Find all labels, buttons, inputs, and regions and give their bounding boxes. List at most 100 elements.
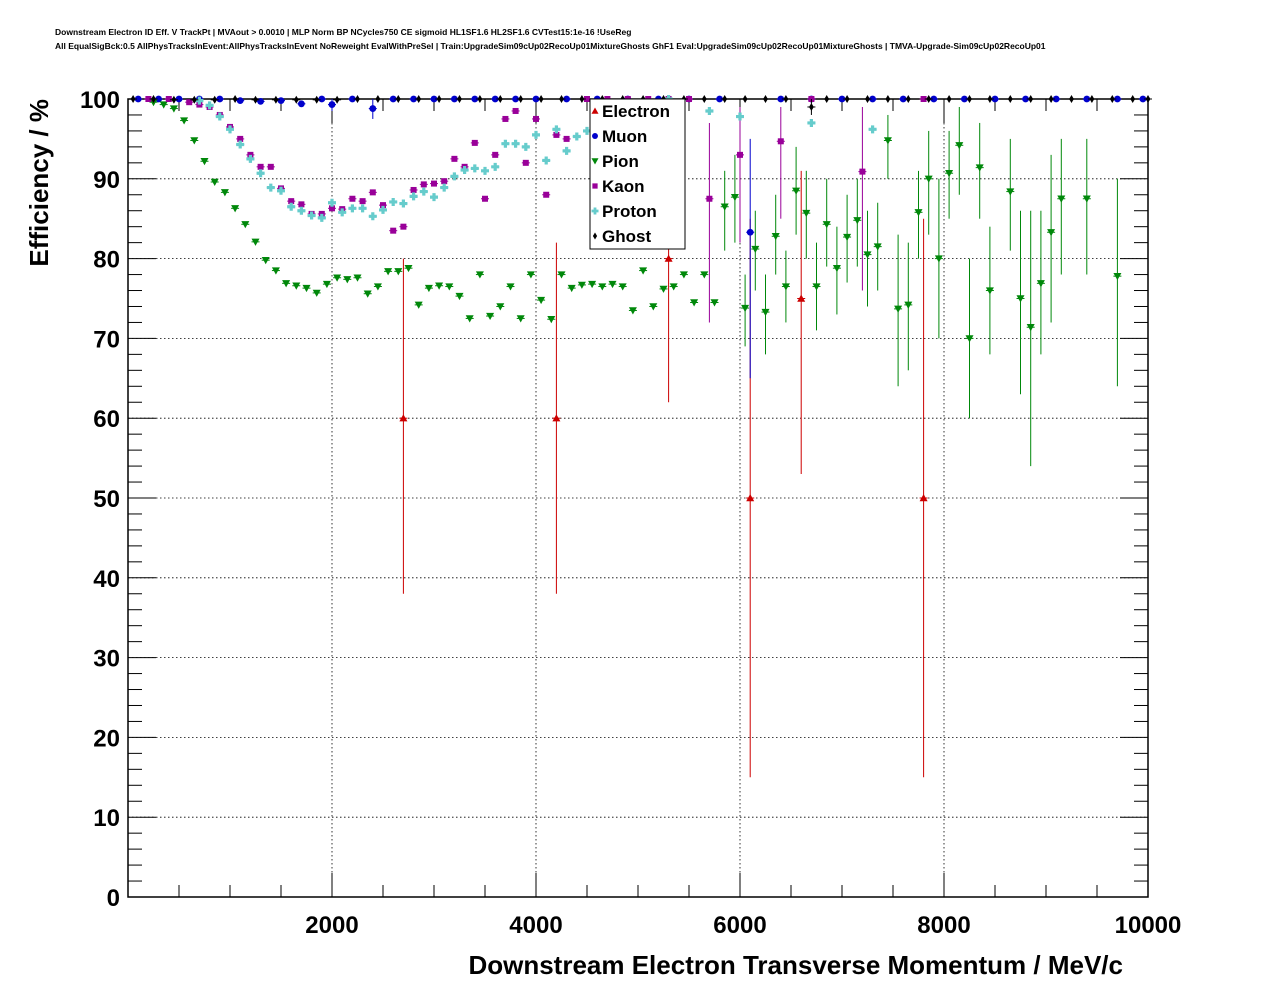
proton-point [491, 162, 500, 171]
kaon-point [777, 138, 784, 145]
pion-point [730, 193, 739, 202]
pion-point [292, 282, 301, 290]
kaon-point [492, 151, 499, 158]
chart-title-line-2: All EqualSigBck:0.5 AllPhysTracksInEvent… [55, 41, 1046, 51]
legend-label-proton: Proton [602, 202, 657, 221]
ghost-point [763, 95, 768, 103]
pion-point [934, 255, 943, 263]
ghost-point [809, 102, 814, 111]
pion-point [955, 142, 964, 150]
pion-point [904, 301, 913, 309]
pion-point [649, 303, 658, 311]
kaon-point [329, 205, 335, 212]
proton-point [470, 164, 479, 173]
legend-marker-pion [591, 158, 599, 165]
proton-point [419, 187, 428, 196]
proton-point [409, 192, 418, 201]
kaon-point [859, 168, 866, 175]
pion-point [200, 158, 209, 166]
pion-point [506, 283, 515, 291]
muon-point [930, 95, 938, 103]
kaon-point [349, 195, 356, 202]
proton-point [256, 169, 265, 178]
muon-point [410, 95, 417, 103]
pion-point [526, 271, 535, 279]
x-tick-label: 10000 [1115, 912, 1182, 939]
ghost-point [232, 95, 238, 103]
pion-point [333, 274, 342, 282]
kaon-point [522, 159, 529, 166]
muon-point [777, 95, 785, 103]
pion-point [210, 178, 219, 186]
ghost-point [171, 95, 177, 104]
legend-label-muon: Muon [602, 127, 647, 146]
chart-title-line-1: Downstream Electron ID Eff. V TrackPt | … [55, 27, 632, 37]
pion-point [720, 203, 729, 211]
ghost-point [967, 95, 972, 103]
kaon-point [400, 223, 407, 230]
kaon-point [420, 181, 427, 188]
proton-point [440, 183, 449, 192]
kaon-point [431, 180, 437, 187]
ghost-point [946, 95, 952, 103]
pion-point [924, 175, 933, 183]
ghost-point [1028, 95, 1034, 103]
kaon-point [165, 96, 172, 102]
pion-point [690, 299, 699, 307]
proton-point [307, 211, 316, 220]
muon-point [298, 100, 305, 108]
ghost-point [824, 95, 830, 103]
pion-point [588, 280, 597, 289]
pion-point [414, 301, 423, 309]
kaon-point [359, 198, 366, 205]
legend-marker-muon [592, 133, 598, 139]
proton-point [348, 204, 357, 213]
pion-point [271, 267, 280, 275]
kaon-point [737, 151, 743, 158]
ghost-point [334, 95, 340, 104]
x-tick-label: 6000 [713, 912, 766, 939]
kaon-point [237, 135, 244, 142]
proton-point [297, 206, 306, 215]
pion-point [455, 292, 464, 301]
pion-point [761, 308, 770, 317]
muon-point [961, 95, 968, 103]
pion-point [241, 221, 250, 229]
ghost-point [151, 95, 156, 103]
kaon-point [563, 135, 570, 142]
muon-point [746, 228, 754, 236]
kaon-point [380, 202, 386, 209]
legend-box [589, 98, 686, 250]
proton-point [552, 125, 561, 134]
pion-point [822, 221, 831, 229]
pion-point [1047, 229, 1056, 237]
pion-point [435, 282, 444, 290]
muon-point [1139, 95, 1147, 103]
kaon-point [257, 163, 264, 170]
pion-point [781, 283, 790, 291]
ghost-point [1089, 95, 1095, 103]
pion-point [792, 187, 801, 195]
proton-point [226, 125, 234, 134]
ghost-point [559, 95, 564, 103]
ghost-point [253, 95, 258, 104]
pion-point [312, 289, 321, 297]
ghost-point [293, 95, 299, 104]
y-tick-label: 70 [93, 326, 120, 353]
pion-point [945, 170, 954, 178]
muon-point [838, 95, 846, 103]
pion-point [486, 312, 495, 321]
kaon-point [706, 195, 713, 202]
pion-point [1026, 324, 1035, 332]
ghost-point [1130, 95, 1136, 103]
ghost-point [1048, 95, 1054, 103]
x-tick-label: 4000 [509, 912, 562, 939]
proton-point [460, 166, 469, 175]
muon-point [257, 97, 264, 105]
pion-point [424, 284, 433, 293]
muon-point [899, 95, 907, 103]
pion-point [598, 283, 607, 291]
pion-point [343, 276, 352, 284]
pion-point [465, 315, 474, 323]
ghost-point [518, 95, 524, 103]
